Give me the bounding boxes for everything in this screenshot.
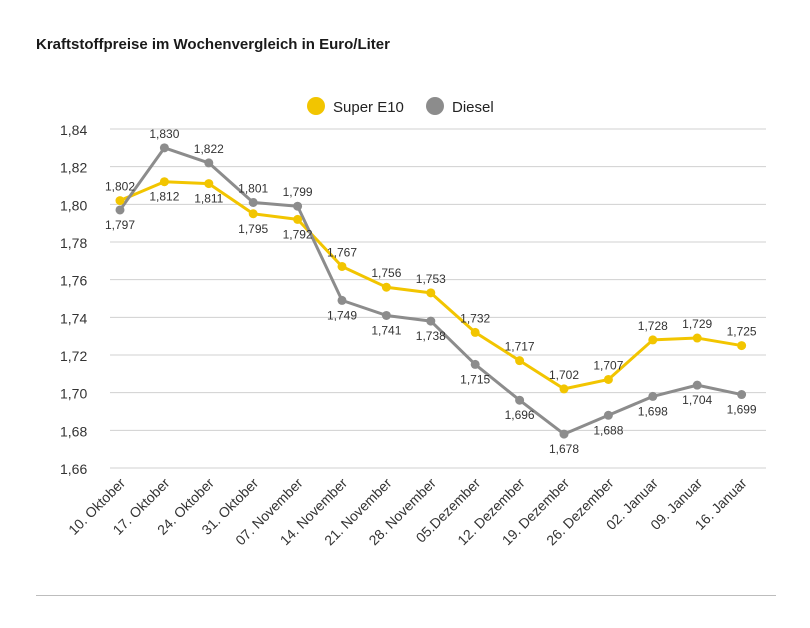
- data-label-diesel: 1,738: [416, 329, 446, 343]
- data-point-diesel: [515, 395, 525, 405]
- data-label-diesel: 1,741: [371, 323, 401, 337]
- data-label-diesel: 1,799: [283, 185, 313, 199]
- data-point-diesel: [559, 429, 569, 439]
- data-label-diesel: 1,688: [593, 423, 623, 437]
- data-point-super-e10: [603, 374, 613, 384]
- data-point-super-e10: [381, 282, 391, 292]
- legend-label-diesel: Diesel: [452, 99, 494, 116]
- data-label-diesel: 1,698: [638, 404, 668, 418]
- data-point-super-e10: [426, 288, 436, 298]
- y-tick-label: 1,78: [60, 235, 87, 251]
- data-point-super-e10: [115, 196, 125, 206]
- legend-label-super-e10: Super E10: [333, 99, 404, 116]
- y-axis-ticks: 1,66 1,68 1,70 1,72 1,74 1,76 1,78 1,80 1,82 1,84: [60, 122, 87, 477]
- data-label-diesel: 1,822: [194, 142, 224, 156]
- data-label-diesel: 1,801: [238, 181, 268, 195]
- data-point-diesel: [204, 158, 214, 168]
- y-tick-label: 1,66: [60, 461, 87, 477]
- data-label-super-e10: 1,753: [416, 272, 446, 286]
- data-label-diesel: 1,704: [682, 393, 712, 407]
- data-point-diesel: [426, 316, 436, 326]
- data-label-diesel: 1,715: [460, 372, 490, 386]
- series-points: [115, 143, 747, 439]
- data-point-diesel: [115, 205, 125, 215]
- y-tick-label: 1,76: [60, 273, 87, 289]
- legend-marker-super-e10: [307, 97, 325, 115]
- data-point-super-e10: [293, 214, 303, 224]
- y-tick-label: 1,82: [60, 160, 87, 176]
- data-label-super-e10: 1,732: [460, 311, 490, 325]
- y-tick-label: 1,84: [60, 122, 87, 138]
- data-label-diesel: 1,830: [149, 127, 179, 141]
- data-label-super-e10: 1,725: [727, 325, 757, 339]
- legend: Super E10 Diesel: [307, 97, 494, 116]
- data-point-super-e10: [692, 333, 702, 343]
- data-label-super-e10: 1,792: [283, 227, 313, 241]
- y-tick-label: 1,80: [60, 197, 87, 213]
- data-point-super-e10: [515, 356, 525, 366]
- data-label-diesel: 1,699: [727, 403, 757, 417]
- data-label-super-e10: 1,728: [638, 319, 668, 333]
- data-label-super-e10: 1,812: [149, 190, 179, 204]
- data-point-diesel: [603, 410, 613, 420]
- data-point-diesel: [337, 295, 347, 305]
- data-label-diesel: 1,749: [327, 308, 357, 322]
- data-label-diesel: 1,797: [105, 218, 135, 232]
- data-label-diesel: 1,696: [505, 408, 535, 422]
- data-point-super-e10: [737, 341, 747, 351]
- data-point-diesel: [692, 380, 702, 390]
- y-tick-label: 1,72: [60, 348, 87, 364]
- data-label-super-e10: 1,811: [194, 192, 223, 206]
- data-label-super-e10: 1,802: [105, 180, 135, 194]
- data-point-diesel: [737, 390, 747, 400]
- data-point-diesel: [159, 143, 169, 153]
- grid-lines: [110, 128, 766, 469]
- data-label-super-e10: 1,702: [549, 368, 579, 382]
- data-point-diesel: [648, 391, 658, 401]
- data-point-super-e10: [248, 209, 258, 219]
- data-label-super-e10: 1,707: [593, 358, 623, 372]
- data-label-super-e10: 1,756: [371, 266, 401, 280]
- y-tick-label: 1,74: [60, 310, 87, 326]
- data-point-diesel: [381, 310, 391, 320]
- data-point-super-e10: [204, 179, 214, 189]
- bottom-divider: [36, 595, 776, 596]
- legend-marker-diesel: [426, 97, 444, 115]
- data-point-diesel: [470, 359, 480, 369]
- data-point-super-e10: [559, 384, 569, 394]
- data-point-super-e10: [159, 177, 169, 187]
- data-point-super-e10: [648, 335, 658, 345]
- data-labels: 1,802 1,812 1,811 1,795 1,792 1,767 1,756 1,753…: [105, 127, 757, 456]
- data-point-diesel: [248, 197, 258, 207]
- data-label-super-e10: 1,717: [505, 340, 535, 354]
- chart-title: Kraftstoffpreise im Wochenvergleich in E…: [36, 36, 390, 53]
- y-tick-label: 1,70: [60, 386, 87, 402]
- data-label-diesel: 1,678: [549, 442, 579, 456]
- data-point-super-e10: [337, 261, 347, 271]
- y-tick-label: 1,68: [60, 423, 87, 439]
- data-label-super-e10: 1,795: [238, 222, 268, 236]
- data-label-super-e10: 1,729: [682, 317, 712, 331]
- data-point-super-e10: [470, 327, 480, 337]
- data-point-diesel: [293, 201, 303, 211]
- data-label-super-e10: 1,767: [327, 245, 357, 259]
